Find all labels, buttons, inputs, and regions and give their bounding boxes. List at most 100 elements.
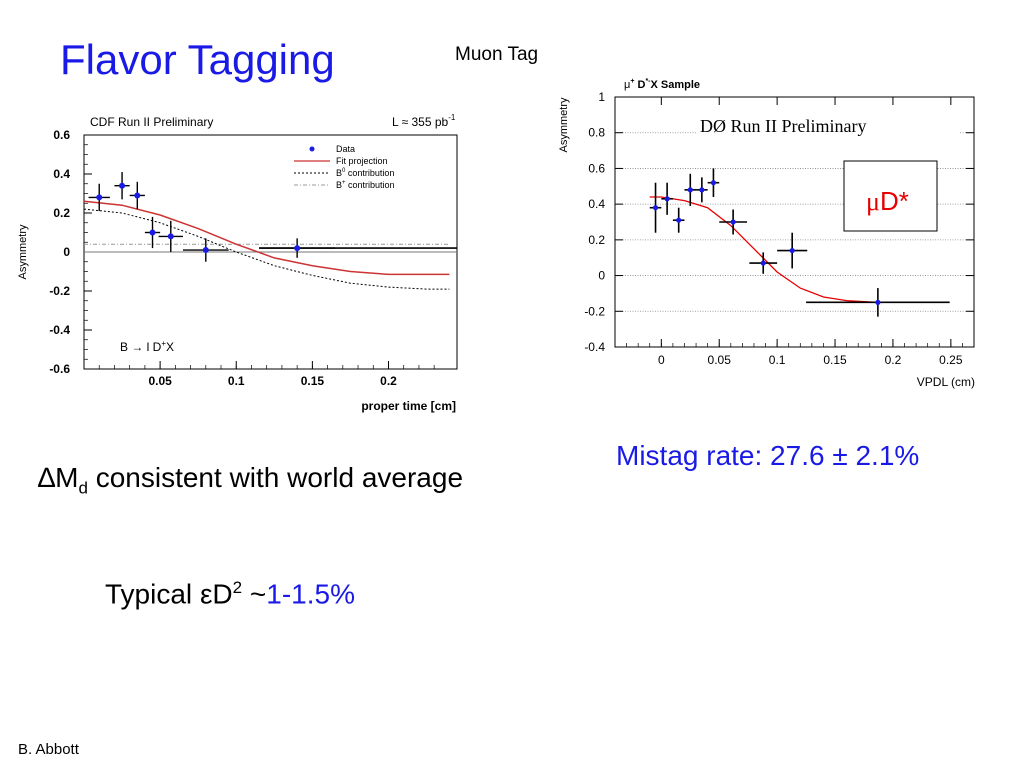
typical-prefix: Typical bbox=[105, 578, 200, 610]
cdf-legend: Data Fit projection B0 contribution B+ c… bbox=[294, 144, 395, 190]
cdf-legend-data: Data bbox=[336, 144, 355, 154]
d0-mu-symbol: μ bbox=[866, 187, 880, 216]
typical-eff-statement: Typical εD2 ~1-1.5% bbox=[105, 578, 355, 610]
d0-header: DØ Run II Preliminary bbox=[700, 116, 866, 136]
d0-y-tick-label: -0.4 bbox=[584, 340, 605, 354]
d0-data-point bbox=[730, 219, 736, 225]
cdf-x-tick-labels: 0.05 0.1 0.15 0.2 bbox=[148, 374, 397, 388]
cdf-chart: CDF Run II Preliminary L ≈ 355 pb-1 0.60… bbox=[17, 113, 458, 413]
cdf-legend-bplus-main: B bbox=[336, 180, 342, 190]
cdf-legend-b0: B0 contribution bbox=[336, 168, 394, 178]
d0-ticks bbox=[615, 96, 974, 348]
cdf-y-tick-label: 0.2 bbox=[53, 206, 70, 220]
d0-data-point bbox=[760, 260, 766, 266]
d0-data-point bbox=[652, 205, 659, 211]
d0-x-tick-label: 0.15 bbox=[823, 353, 847, 367]
cdf-x-tick-label: 0.05 bbox=[148, 374, 172, 388]
typical-sup: 2 bbox=[232, 578, 243, 597]
d0-data-point bbox=[789, 247, 795, 254]
cdf-legend-b0-main: B bbox=[336, 168, 342, 178]
d0-sample-mu: μ bbox=[624, 79, 630, 91]
cdf-data-point bbox=[167, 233, 174, 240]
d0-sample-d: D bbox=[634, 79, 645, 91]
d0-fit-line bbox=[649, 196, 878, 304]
delta-symbol: ∆ bbox=[38, 462, 56, 493]
d0-data-point bbox=[664, 196, 670, 202]
d0-y-axis-label: Asymmetry bbox=[558, 97, 570, 153]
d0-x-tick-label: 0.2 bbox=[885, 353, 902, 367]
cdf-x-tick-label: 0.2 bbox=[380, 374, 397, 388]
d0-data-point bbox=[687, 187, 693, 193]
delta-m-statement: ∆Md consistent with world average bbox=[38, 462, 463, 499]
d0-sample-d-sup: *- bbox=[645, 78, 651, 85]
author: B. Abbott bbox=[18, 741, 79, 758]
d0-mu-dstar-label: μD* bbox=[866, 186, 909, 216]
dm-subscript: d bbox=[78, 478, 88, 498]
d0-x-tick-label: 0 bbox=[658, 353, 665, 367]
cdf-y-tick-labels: 0.6 0.4 0.2 0 -0.2 -0.4 -0.6 bbox=[49, 128, 70, 376]
d0-dstar: D* bbox=[880, 186, 909, 216]
cdf-x-axis-label: proper time [cm] bbox=[361, 399, 456, 413]
cdf-data-point bbox=[96, 194, 103, 201]
cdf-legend-bplus-sup: + bbox=[342, 180, 346, 186]
typical-value: 1-1.5% bbox=[266, 578, 355, 610]
muon-tag-label: Muon Tag bbox=[455, 44, 539, 65]
d0-x-tick-labels: 0 0.05 0.1 0.15 0.2 0.25 bbox=[658, 353, 963, 367]
mistag-rate: Mistag rate: 27.6 ± 2.1% bbox=[616, 440, 920, 471]
cdf-legend-fit: Fit projection bbox=[336, 156, 388, 166]
d0-x-tick-label: 0.25 bbox=[939, 353, 963, 367]
typical-tilde: ~ bbox=[242, 578, 267, 610]
d0-x-tick-label: 0.05 bbox=[708, 353, 732, 367]
d0-data-point bbox=[710, 180, 717, 186]
d0-y-tick-label: 0.4 bbox=[588, 197, 605, 211]
d0-label-box bbox=[843, 160, 938, 232]
d0-y-tick-labels: 1 0.8 0.6 0.4 0.2 0 -0.2 -0.4 bbox=[584, 90, 605, 354]
typical-d: D bbox=[212, 578, 233, 610]
d0-data-point bbox=[875, 299, 881, 305]
dm-rest: consistent with world average bbox=[87, 462, 464, 493]
d0-plot-frame bbox=[614, 96, 975, 348]
cdf-legend-bplus-tail: contribution bbox=[346, 180, 395, 190]
cdf-header-left: CDF Run II Preliminary bbox=[90, 115, 213, 129]
cdf-data-point bbox=[202, 247, 209, 254]
cdf-y-tick-label: 0.6 bbox=[53, 128, 70, 142]
cdf-x-tick-label: 0.1 bbox=[228, 374, 245, 388]
d0-y-tick-label: 0.6 bbox=[588, 161, 605, 175]
d0-header-backdrop bbox=[697, 115, 959, 137]
cdf-y-tick-label: -0.4 bbox=[49, 323, 70, 337]
d0-sample-tail: X Sample bbox=[651, 79, 701, 91]
cdf-annotation-sup: + bbox=[161, 339, 166, 348]
cdf-legend-bplus: B+ contribution bbox=[336, 180, 395, 190]
cdf-data-point bbox=[119, 182, 126, 189]
cdf-header-right: L ≈ 355 pb-1 bbox=[392, 113, 456, 129]
cdf-y-tick-label: 0.4 bbox=[53, 167, 70, 181]
cdf-y-tick-label: 0 bbox=[63, 245, 70, 259]
cdf-legend-b0-sup: 0 bbox=[342, 168, 346, 174]
d0-y-tick-label: -0.2 bbox=[584, 304, 605, 318]
epsilon-symbol: ε bbox=[199, 578, 213, 610]
cdf-data-point bbox=[294, 245, 301, 252]
cdf-data-point bbox=[149, 229, 156, 236]
cdf-data-point bbox=[134, 192, 141, 199]
cdf-decay-annotation: B → l D+X bbox=[120, 339, 174, 354]
cdf-y-tick-label: -0.6 bbox=[49, 362, 70, 376]
cdf-x-tick-label: 0.15 bbox=[301, 374, 325, 388]
d0-sample-mu-sup: + bbox=[630, 78, 634, 85]
cdf-header-right-main: L ≈ 355 pb bbox=[392, 115, 449, 129]
cdf-y-tick-label: -0.2 bbox=[49, 284, 70, 298]
cdf-fit-line bbox=[83, 200, 450, 276]
d0-y-tick-label: 1 bbox=[598, 90, 605, 104]
cdf-annotation-tail: X bbox=[166, 340, 174, 354]
slide-title: Flavor Tagging bbox=[60, 36, 335, 83]
d0-x-axis-label: VPDL (cm) bbox=[917, 375, 975, 389]
d0-series-group bbox=[649, 168, 950, 317]
cdf-y-axis-label: Asymmetry bbox=[17, 224, 29, 280]
cdf-legend-data-marker bbox=[309, 146, 315, 152]
cdf-b0-line bbox=[83, 208, 450, 290]
d0-x-tick-label: 0.1 bbox=[769, 353, 786, 367]
cdf-series-group bbox=[83, 172, 457, 290]
d0-data-point bbox=[676, 217, 682, 223]
cdf-legend-b0-tail: contribution bbox=[345, 168, 394, 178]
d0-y-tick-label: 0.2 bbox=[588, 233, 605, 247]
